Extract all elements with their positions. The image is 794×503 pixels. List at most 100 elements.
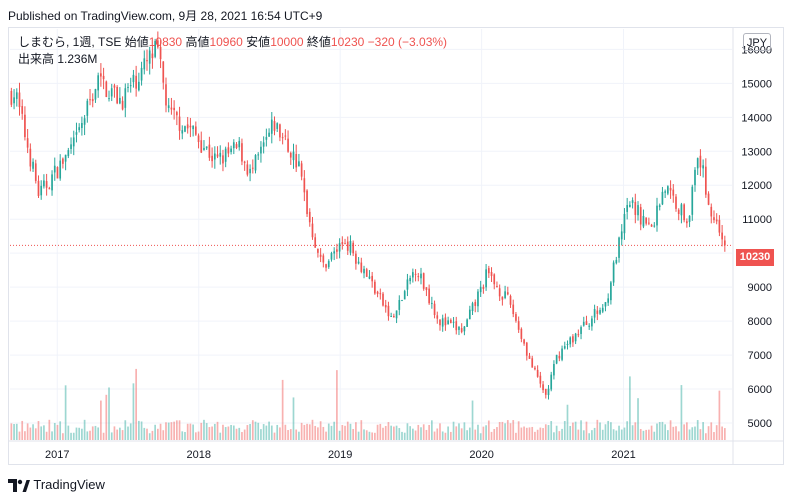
candle-body	[357, 261, 360, 264]
volume-bar	[154, 424, 156, 440]
candle-body	[542, 384, 544, 391]
y-tick-label: 7000	[748, 350, 772, 362]
candle-body	[352, 242, 355, 254]
candle-body	[398, 300, 401, 310]
volume-bar	[686, 422, 688, 440]
volume-bar	[637, 398, 639, 440]
candle-body	[569, 337, 572, 345]
legend-symbol: しまむら, 1週, TSE	[18, 35, 122, 49]
volume-bar	[707, 426, 710, 440]
volume-bar	[287, 430, 289, 440]
volume-bar	[208, 427, 211, 440]
candle-body	[688, 215, 691, 222]
volume-bar	[439, 423, 441, 440]
volume-bar	[555, 425, 558, 440]
candle-body	[433, 303, 436, 316]
volume-bar	[414, 430, 417, 440]
candle-body	[599, 310, 601, 314]
volume-bar	[91, 426, 94, 440]
candle-body	[498, 288, 501, 297]
footer-brand[interactable]: TradingView	[8, 477, 105, 493]
volume-bar	[371, 432, 374, 440]
volume-bar	[24, 431, 26, 440]
volume-bar	[64, 385, 67, 440]
candle-body	[10, 91, 13, 105]
candle-body	[165, 84, 167, 106]
candle-body	[629, 204, 631, 207]
candle-body	[409, 277, 411, 282]
volume-bar	[254, 421, 257, 440]
candle-body	[574, 333, 577, 342]
volume-bar	[471, 400, 474, 440]
volume-bar	[121, 430, 124, 440]
candle-body	[382, 293, 384, 306]
volume-bar	[688, 429, 691, 440]
candle-body	[406, 279, 409, 290]
volume-bar	[539, 427, 542, 440]
candle-body	[181, 130, 184, 134]
candle-body	[344, 243, 346, 245]
volume-bar	[482, 426, 485, 440]
volume-bar	[650, 425, 653, 440]
volume-bar	[523, 426, 525, 440]
candle-body	[449, 319, 452, 323]
candle-body	[70, 144, 72, 150]
candle-body	[501, 296, 504, 300]
candle-body	[648, 222, 650, 224]
candle-body	[412, 272, 414, 278]
candle-body	[504, 291, 506, 298]
candle-body	[203, 147, 205, 151]
candle-body	[194, 126, 197, 135]
volume-bar	[100, 400, 102, 440]
volume-bar	[270, 425, 273, 440]
x-tick-label: 2021	[611, 449, 635, 461]
volume-bar	[175, 420, 178, 440]
candle-body	[566, 343, 569, 345]
volume-bar	[51, 431, 53, 440]
candle-body	[650, 224, 653, 227]
candle-body	[588, 325, 591, 327]
volume-bar	[425, 429, 428, 440]
volume-bar	[422, 424, 425, 440]
candle-body	[64, 154, 67, 162]
candle-body	[45, 181, 48, 188]
candle-body	[544, 388, 547, 395]
candle-body	[94, 89, 97, 100]
candle-body	[100, 73, 102, 77]
candle-body	[390, 316, 393, 318]
volume-bar	[29, 427, 32, 440]
volume-bar	[197, 431, 200, 440]
volume-bar	[336, 370, 338, 440]
x-tick-label: 2020	[469, 449, 493, 461]
legend-close-label: 終値	[306, 35, 331, 49]
volume-bar	[37, 421, 40, 440]
candle-body	[224, 148, 227, 162]
volume-bar	[718, 390, 721, 440]
volume-bar	[129, 423, 132, 440]
candle-body	[116, 86, 119, 104]
candle-body	[536, 369, 539, 377]
candle-body	[83, 118, 86, 125]
y-tick-label: 8000	[748, 316, 772, 328]
volume-bar	[460, 428, 463, 440]
y-tick-label: 14000	[741, 112, 772, 124]
published-caption: Published on TradingView.com, 9月 28, 202…	[8, 9, 323, 23]
candle-body	[129, 85, 132, 87]
volume-bar	[21, 420, 24, 440]
candle-body	[675, 196, 677, 209]
candle-body	[189, 125, 192, 128]
candle-body	[200, 140, 203, 153]
volume-bar	[664, 424, 666, 440]
candle-body	[262, 142, 265, 147]
currency-badge[interactable]: JPY	[743, 33, 771, 51]
candle-body	[506, 292, 509, 295]
volume-bar	[558, 431, 561, 440]
candle-body	[460, 328, 463, 333]
volume-bar	[582, 430, 585, 440]
candle-body	[251, 167, 254, 169]
candle-body	[24, 114, 26, 138]
x-tick-label: 2018	[186, 449, 210, 461]
x-tick-label: 2019	[328, 449, 352, 461]
volume-bar	[138, 420, 140, 440]
